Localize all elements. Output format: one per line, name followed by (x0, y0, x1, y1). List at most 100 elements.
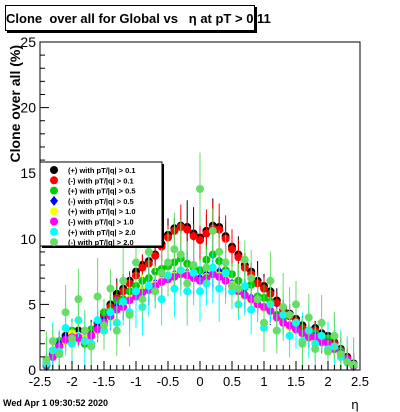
data-point (272, 299, 281, 308)
legend-label: (-) with pT/|q| > 0.1 (68, 176, 134, 185)
data-point (157, 268, 166, 277)
x-tick-label: -1.5 (93, 374, 115, 389)
timestamp-footer: Wed Apr 1 09:30:52 2020 (3, 398, 109, 408)
data-point (170, 284, 179, 293)
legend-box (39, 161, 163, 247)
legend-marker (50, 238, 58, 247)
data-point (87, 342, 96, 351)
data-point (132, 258, 140, 267)
data-point (202, 229, 211, 238)
data-point (330, 331, 339, 340)
legend-marker (50, 176, 58, 185)
data-point (106, 308, 115, 317)
data-point (48, 337, 57, 346)
data-point (157, 295, 166, 304)
legend-label: (+) with pT/|q| > 0.1 (68, 166, 136, 175)
data-point (272, 326, 281, 335)
data-point (285, 310, 294, 319)
data-point (228, 282, 236, 291)
data-point (215, 284, 224, 293)
x-tick-label: -1 (130, 374, 142, 389)
data-point (119, 276, 128, 285)
data-point (93, 292, 102, 301)
data-point (343, 358, 352, 367)
x-tick-label: 1 (260, 374, 267, 389)
legend-label: (+) with pT/|q| > 0.5 (68, 187, 136, 196)
y-tick-label: 15 (20, 165, 36, 181)
x-tick-label: -2 (66, 374, 78, 389)
data-point (324, 347, 332, 356)
data-point (292, 300, 300, 309)
data-point (260, 318, 268, 327)
data-point (234, 253, 243, 262)
data-point (183, 225, 192, 234)
data-point (132, 287, 140, 296)
data-point (317, 318, 326, 327)
data-point (311, 345, 320, 354)
data-point (170, 245, 179, 254)
axes: -2.5 -2 -1.5 -1 -0.5 0 0.5 1 1.5 2 2.5 0 5 10 15 20 25 η C… (7, 34, 369, 412)
x-tick-label: 1.5 (287, 374, 305, 389)
y-tick-label: 5 (28, 296, 36, 312)
data-point (68, 334, 76, 343)
data-point (189, 261, 198, 270)
x-axis-label: η (351, 397, 358, 412)
chart-title-box: Clone over all for Global vs η at pT > 0… (5, 5, 271, 31)
legend-marker (50, 195, 58, 206)
y-tick-label: 25 (20, 34, 36, 50)
data-point (151, 287, 160, 296)
legend-marker (50, 207, 58, 216)
data-point (138, 263, 147, 272)
data-point (196, 184, 204, 193)
data-point (125, 310, 134, 319)
data-point (349, 360, 358, 369)
legend-marker (50, 166, 58, 174)
legend-marker (50, 186, 58, 195)
y-tick-label: 10 (20, 231, 36, 247)
data-point (234, 284, 243, 293)
legend-label: (+) with pT/|q| > 2.0 (68, 228, 136, 237)
data-point (266, 276, 275, 285)
data-point (100, 321, 108, 330)
legend-label: (-) with pT/|q| > 0.5 (68, 197, 134, 206)
y-axis-label: Clone over all (%) (7, 45, 23, 162)
data-point (138, 295, 147, 304)
data-point (336, 350, 345, 359)
data-point (221, 258, 230, 267)
series-7 (42, 152, 358, 370)
legend-label: (-) with pT/|q| > 2.0 (68, 238, 134, 247)
x-tick-label: -0.5 (157, 374, 179, 389)
data-point (196, 287, 204, 296)
legend-marker (50, 217, 58, 226)
chart-title: Clone over all for Global vs η at pT > 0… (6, 11, 271, 26)
data-point (228, 245, 236, 254)
data-point (196, 236, 204, 245)
x-tick-label: 0.5 (223, 374, 241, 389)
data-point (279, 303, 288, 312)
data-point (215, 247, 224, 256)
data-point (151, 251, 160, 260)
y-tick-label: 20 (20, 100, 36, 116)
data-point (215, 225, 224, 234)
data-point (183, 279, 192, 288)
data-point (61, 308, 70, 317)
legend-label: (-) with pT/|q| > 1.0 (68, 218, 134, 227)
data-point (298, 339, 307, 348)
data-point (164, 258, 172, 267)
data-point (247, 305, 256, 314)
data-point (80, 326, 89, 335)
data-point (74, 295, 83, 304)
legend-label: (+) with pT/|q| > 1.0 (68, 207, 136, 216)
data-point (208, 226, 217, 235)
data-point (240, 282, 249, 291)
y-tick-label: 0 (28, 362, 36, 378)
legend: (+) with pT/|q| > 0.1(-) with pT/|q| > 0… (39, 161, 164, 248)
data-point (202, 263, 211, 272)
data-point (144, 282, 153, 291)
data-point (253, 295, 262, 304)
data-point (42, 355, 51, 364)
data-point (240, 255, 249, 264)
data-point (144, 247, 153, 256)
x-tick-label: 2.5 (351, 374, 369, 389)
